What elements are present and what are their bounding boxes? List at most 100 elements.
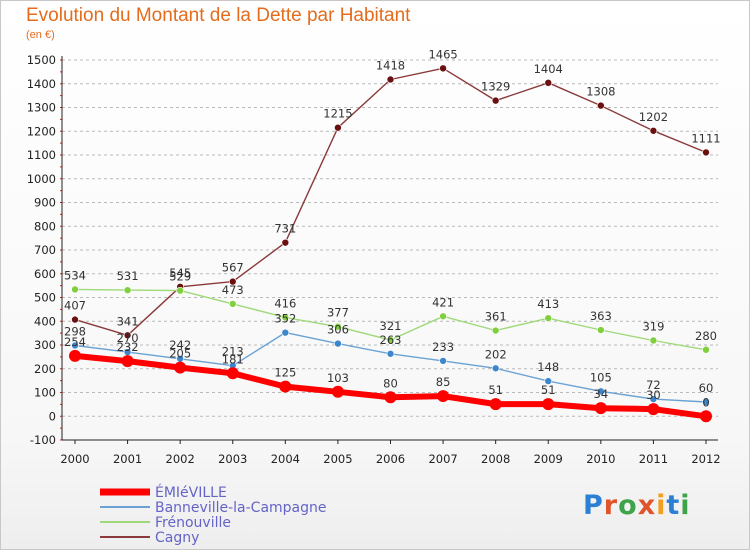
data-point: [71, 285, 79, 294]
data-point: [647, 403, 660, 416]
data-label: 531: [117, 269, 139, 283]
data-label: 270: [117, 331, 139, 345]
data-point: [71, 315, 79, 324]
data-point: [71, 341, 79, 350]
data-label: 1215: [323, 107, 352, 121]
data-point: [439, 357, 447, 365]
x-tick-label: 2005: [323, 452, 352, 466]
data-point: [331, 385, 344, 398]
data-label: 181: [222, 352, 244, 366]
data-label: 148: [537, 360, 559, 374]
logo-letter: t: [666, 490, 681, 521]
y-tick-label: -100: [30, 433, 56, 447]
data-label: 202: [485, 347, 507, 361]
data-label: 233: [432, 340, 454, 354]
data-label: 85: [436, 375, 451, 389]
y-tick-label: 1500: [27, 53, 56, 67]
data-label: 263: [380, 333, 402, 347]
data-point: [386, 336, 395, 344]
data-label: 298: [64, 324, 86, 338]
data-point: [69, 349, 81, 362]
data-point: [649, 395, 658, 403]
series-line-3: [74, 67, 707, 336]
data-label: 60: [699, 381, 714, 395]
logo-letter: i: [656, 490, 667, 521]
x-tick-label: 2007: [428, 452, 457, 466]
data-label: 1404: [534, 62, 563, 76]
data-point: [437, 390, 450, 403]
data-point: [174, 361, 187, 374]
data-label: 72: [646, 378, 661, 392]
y-tick-label: 1200: [27, 124, 56, 138]
x-tick-label: 2006: [376, 452, 405, 466]
data-point: [384, 391, 397, 404]
data-label: 51: [541, 383, 556, 397]
y-tick-label: 1000: [27, 172, 56, 186]
y-tick-label: 100: [34, 386, 56, 400]
x-tick-label: 2002: [166, 452, 195, 466]
data-label: 105: [590, 370, 612, 384]
data-label: 363: [590, 309, 612, 323]
data-label: 413: [537, 297, 559, 311]
legend-label: Frénouville: [155, 515, 231, 531]
data-label: 1308: [586, 85, 615, 99]
data-label: 205: [169, 347, 191, 361]
x-tick-label: 2004: [271, 452, 300, 466]
logo-letter: i: [680, 490, 691, 521]
legend-label: Banneville-la-Campagne: [155, 500, 327, 516]
data-label: 280: [695, 329, 717, 343]
data-point: [491, 326, 500, 335]
logo-letter: r: [603, 490, 619, 521]
data-point: [544, 314, 553, 322]
data-point: [334, 123, 342, 132]
data-point: [279, 380, 292, 393]
data-point: [594, 402, 607, 415]
data-label: 545: [169, 266, 191, 280]
data-point: [228, 277, 237, 286]
data-label: 213: [222, 345, 244, 359]
data-label: 0: [702, 395, 709, 409]
data-label: 242: [169, 338, 191, 352]
y-tick-label: 1400: [27, 77, 56, 91]
y-tick-label: 400: [34, 314, 56, 328]
data-label: 529: [169, 270, 191, 284]
x-tick-label: 2003: [218, 452, 247, 466]
data-point: [491, 96, 500, 105]
x-tick-label: 2009: [534, 452, 563, 466]
data-label: 125: [274, 366, 296, 380]
data-label: 1465: [428, 47, 457, 61]
y-tick-label: 0: [49, 409, 56, 423]
y-tick-label: 1300: [27, 101, 56, 115]
data-label: 1202: [639, 110, 668, 124]
data-label: 567: [222, 261, 244, 275]
x-tick-label: 2000: [60, 452, 89, 466]
logo-letter: P: [583, 490, 604, 521]
data-point: [542, 398, 555, 411]
data-point: [491, 364, 500, 373]
data-label: 407: [64, 299, 86, 313]
data-point: [386, 75, 395, 84]
data-point: [281, 328, 290, 337]
logo-letter: x: [637, 490, 657, 521]
data-point: [439, 312, 447, 321]
data-point: [649, 336, 658, 345]
y-tick-label: 500: [34, 291, 56, 305]
data-label: 341: [117, 314, 139, 328]
data-point: [439, 64, 447, 73]
data-point: [702, 148, 710, 157]
y-tick-label: 1100: [27, 148, 56, 162]
x-tick-label: 2008: [481, 452, 510, 466]
data-label: 321: [380, 319, 402, 333]
y-tick-label: 200: [34, 362, 56, 376]
x-tick-label: 2011: [639, 452, 668, 466]
y-tick-label: 800: [34, 219, 56, 233]
data-label: 1329: [481, 80, 510, 94]
x-tick-label: 2001: [113, 452, 142, 466]
data-point: [702, 398, 710, 406]
legend-label: Cagny: [155, 530, 199, 546]
data-label: 103: [327, 371, 349, 385]
data-label: 80: [383, 376, 398, 390]
y-tick-label: 600: [34, 267, 56, 281]
data-label: 30: [646, 388, 661, 402]
